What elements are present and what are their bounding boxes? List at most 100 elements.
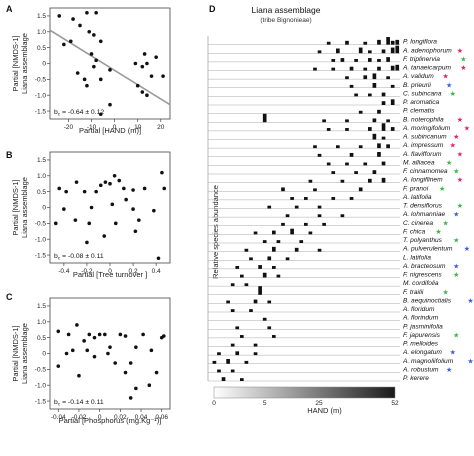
data-point (87, 221, 92, 226)
abundance-bar (386, 144, 390, 149)
data-point (64, 351, 69, 356)
indicator-star-icon: ★ (457, 116, 463, 124)
species-label: F. nigrescens (403, 272, 442, 279)
data-point (94, 189, 98, 194)
abundance-bar (294, 205, 299, 209)
abundance-bar (372, 170, 377, 174)
abundance-bar (336, 48, 340, 54)
indicator-star-icon: ★ (453, 211, 459, 219)
data-point (113, 221, 118, 226)
abundance-bar (240, 274, 244, 278)
panel-letter: A (6, 4, 13, 14)
species-label: A. tanaeicarpum (402, 65, 452, 72)
abundance-bar (326, 128, 331, 131)
species-label: B. prieurii (403, 82, 431, 89)
indicator-star-icon: ★ (450, 349, 456, 357)
data-point (112, 173, 117, 178)
panel-letter: C (6, 292, 13, 302)
species-label: A. validum (402, 73, 434, 80)
abundance-bar (244, 248, 249, 252)
data-point (82, 77, 87, 82)
abundance-bar (230, 283, 235, 287)
abundance-bar (390, 40, 395, 45)
abundance-bar (317, 153, 322, 157)
species-label: A. elongatum (402, 349, 442, 356)
abundance-bar (331, 59, 336, 62)
abundance-bar (253, 352, 258, 356)
abundance-bar (381, 136, 386, 140)
abundance-bar (322, 119, 326, 123)
indicator-star-icon: ★ (457, 47, 463, 55)
abundance-bar (226, 300, 230, 304)
abundance-bar (354, 59, 358, 62)
data-point (57, 186, 62, 191)
abundance-bar (272, 266, 276, 269)
abundance-bar (281, 187, 285, 192)
abundance-bar (395, 45, 400, 54)
indicator-star-icon: ★ (443, 73, 449, 81)
y-axis-label: Liana assemblage (20, 177, 29, 238)
species-label: F. pranoi (403, 185, 429, 192)
x-axis-label: Partial [Tree turnover ] (73, 270, 147, 279)
data-point (122, 186, 126, 191)
x-tick-label: -0.2 (81, 268, 93, 275)
data-point (131, 207, 135, 211)
abundance-bar (363, 67, 368, 71)
indicator-star-icon: ★ (443, 288, 449, 296)
abundance-bar (249, 257, 253, 261)
x-tick-label: -0.4 (58, 268, 70, 275)
data-point (131, 188, 135, 192)
abundance-bar (390, 127, 395, 131)
data-point (87, 332, 92, 337)
species-label: F. trailii (403, 289, 424, 296)
y-tick-label: 1.0 (37, 319, 46, 326)
indicator-star-icon: ★ (450, 142, 456, 150)
data-point (78, 23, 82, 28)
indicator-star-icon: ★ (450, 90, 456, 98)
abundance-bar (290, 197, 294, 200)
abundance-bar (267, 326, 272, 330)
species-label: A. subincanum (402, 134, 447, 141)
abundance-bar (244, 360, 249, 364)
species-label: T. densiflorus (403, 203, 443, 210)
abundance-bar (358, 47, 363, 54)
abundance-bar (249, 309, 253, 312)
data-point (106, 351, 110, 356)
data-point (70, 348, 75, 353)
data-point (73, 218, 78, 222)
abundance-bar (276, 274, 281, 278)
abundance-bar (381, 177, 386, 183)
abundance-bar (377, 39, 381, 45)
indicator-star-icon: ★ (453, 237, 459, 245)
abundance-bar (381, 49, 386, 54)
indicator-star-icon: ★ (464, 245, 470, 253)
abundance-bar (349, 84, 354, 88)
data-point (57, 14, 62, 18)
colorbar-tick-label: 52 (391, 400, 399, 407)
panel-b: B -0.4 -0.2 0 0.2 0.4 1.5 1.0 0.5 0 -0.5 -1.0 -1.5 b… (6, 150, 171, 279)
x-tick-label: 0.2 (129, 268, 138, 275)
abundance-bar (244, 283, 249, 287)
data-point (110, 202, 115, 207)
y-tick-label: 0 (42, 205, 46, 212)
colorbar-tick-label: 25 (315, 400, 323, 407)
y-tick-label: 0.5 (37, 189, 46, 196)
abundance-bar (308, 179, 313, 183)
species-label: A. lohmanniae (402, 211, 445, 218)
abundance-bar (230, 343, 235, 347)
y-axis-label: Liana assemblage (20, 323, 29, 384)
abundance-bar (217, 369, 221, 373)
species-label: A. latifolia (402, 194, 432, 201)
data-point (142, 52, 147, 56)
abundance-bar (240, 335, 244, 338)
species-label: P. melloides (403, 341, 439, 348)
abundance-bar (386, 57, 390, 62)
data-point (140, 90, 145, 94)
abundance-bar (390, 65, 395, 71)
abundance-bar (368, 93, 372, 97)
abundance-bar (390, 84, 395, 88)
x-tick-label: 0.02 (114, 414, 127, 421)
abundance-bar (304, 222, 308, 226)
abundance-bar (281, 222, 285, 226)
abundance-bar (326, 162, 331, 166)
